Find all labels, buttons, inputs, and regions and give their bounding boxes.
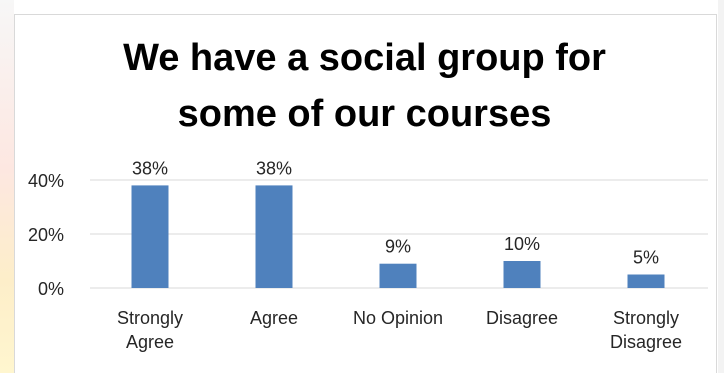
category-label-line: Strongly [117,308,183,328]
y-tick-label-0: 0% [38,279,64,299]
data-label-3: 10% [504,234,540,254]
bar-4 [627,274,665,288]
bar-1 [255,185,293,288]
data-label-4: 5% [633,248,659,268]
category-label-line: Disagree [610,332,682,352]
background-decoration-right [718,0,724,373]
bar-3 [503,261,541,288]
bar-0 [131,185,169,288]
category-label-3: Disagree [486,308,558,328]
category-label-1: Agree [250,308,298,328]
y-tick-label-2: 40% [28,171,64,191]
background-decoration [0,0,14,373]
category-label-4: Strongly Disagree [610,308,682,352]
category-label-line: No Opinion [353,308,443,328]
chart-title: We have a social group for some of our c… [123,37,606,135]
category-label-line: Agree [126,332,174,352]
chart-area [14,14,717,373]
data-label-2: 9% [385,237,411,257]
category-label-line: Strongly [613,308,679,328]
category-label-2: No Opinion [353,308,443,328]
data-label-0: 38% [132,158,168,178]
category-label-0: Strongly Agree [117,308,183,352]
bar-2 [379,263,417,288]
y-tick-label-1: 20% [28,225,64,245]
category-label-line: Disagree [486,308,558,328]
category-label-line: Agree [250,308,298,328]
data-label-1: 38% [256,158,292,178]
